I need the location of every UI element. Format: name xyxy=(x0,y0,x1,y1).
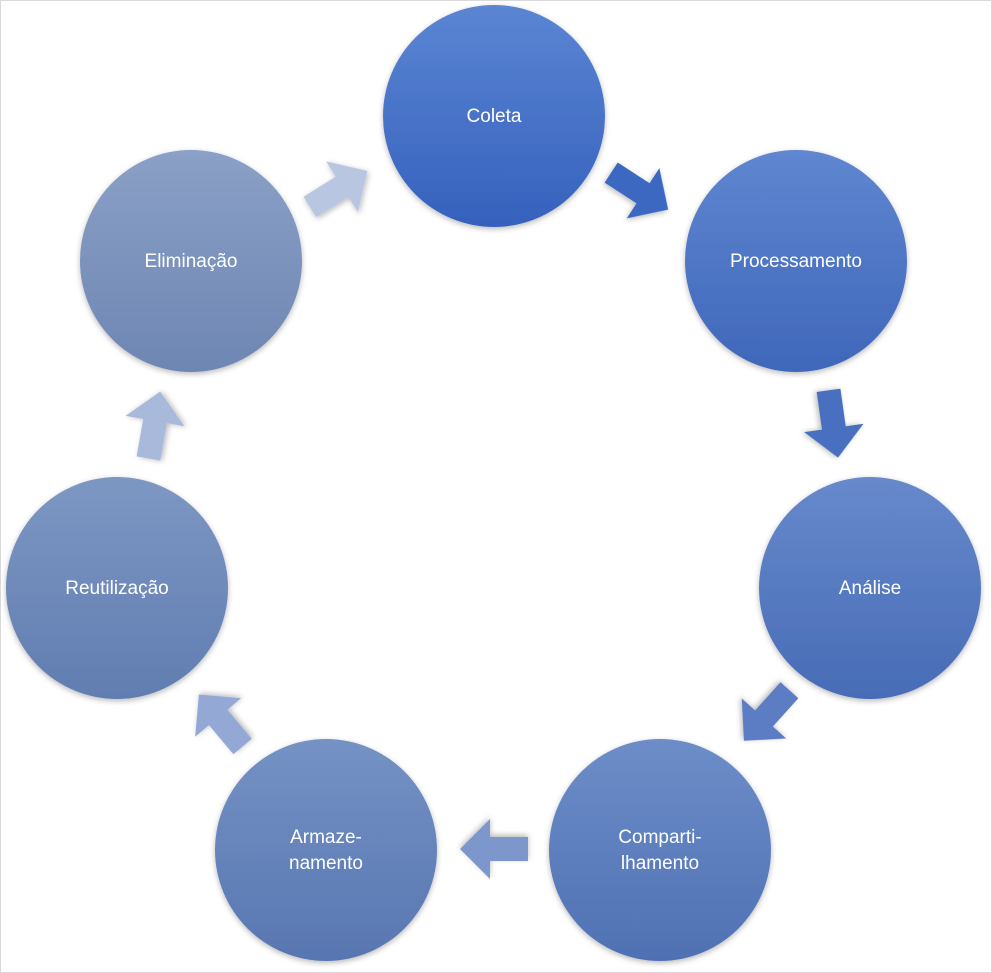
node-eliminacao-label: Eliminação xyxy=(145,251,238,272)
arrow-reutilizacao-to-eliminacao xyxy=(125,391,185,461)
node-analise: Análise xyxy=(759,477,981,699)
arrow-analise-to-compartilhamento xyxy=(741,682,799,741)
node-reutilizacao-label: Reutilização xyxy=(65,578,169,599)
node-compartilhamento-label-line1: Comparti- xyxy=(618,827,701,848)
node-armazenamento: Armaze- namento xyxy=(215,739,437,961)
node-coleta: Coleta xyxy=(383,5,605,227)
arrow-eliminacao-to-coleta xyxy=(303,161,368,218)
node-armazenamento-label-line2: namento xyxy=(289,853,363,874)
node-processamento-label: Processamento xyxy=(730,251,862,272)
node-eliminacao: Eliminação xyxy=(80,150,302,372)
node-armazenamento-label-line1: Armaze- xyxy=(290,827,362,848)
arrow-compartilhamento-to-armazenamento xyxy=(460,819,528,879)
node-analise-label: Análise xyxy=(839,578,901,599)
arrow-coleta-to-processamento xyxy=(604,162,669,219)
node-reutilizacao: Reutilização xyxy=(6,477,228,699)
node-processamento: Processamento xyxy=(685,150,907,372)
arrow-processamento-to-analise xyxy=(804,388,864,458)
node-coleta-label: Coleta xyxy=(467,106,522,127)
node-compartilhamento: Comparti- lhamento xyxy=(549,739,771,961)
arrow-armazenamento-to-reutilizacao xyxy=(195,694,252,755)
node-compartilhamento-label-line2: lhamento xyxy=(621,853,699,874)
